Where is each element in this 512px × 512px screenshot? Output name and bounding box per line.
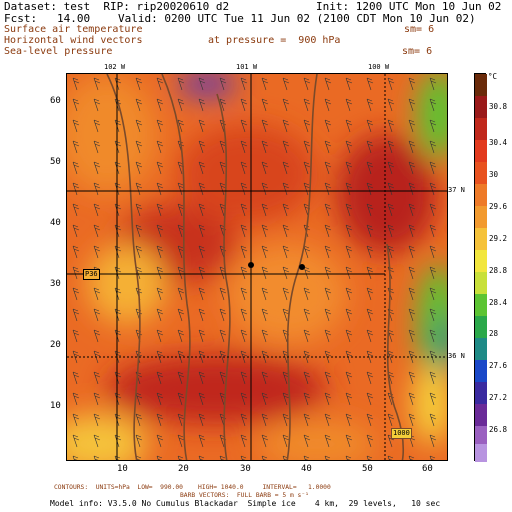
x-tick-50: 50	[362, 464, 373, 474]
field-slp-label: Sea-level pressure	[4, 46, 113, 57]
field-temperature-smoothing: sm= 6	[404, 24, 435, 35]
station-dot	[248, 262, 254, 268]
lat-label-36n: 36 N	[448, 352, 465, 360]
lon-label-102w: 102 W	[104, 63, 126, 71]
station-label: P36	[83, 269, 100, 280]
colorbar-label: 26.8	[489, 425, 508, 434]
y-tick-30: 30	[50, 279, 61, 289]
map-canvas	[67, 74, 447, 460]
x-tick-60: 60	[422, 464, 433, 474]
field-wind-label: Horizontal wind vectors	[4, 35, 143, 46]
isobar-label: 1000	[391, 428, 412, 439]
lat-label-37n: 37 N	[448, 186, 465, 194]
colorbar-label: 28.4	[489, 298, 508, 307]
lon-label-100w: 100 W	[368, 63, 390, 71]
field-temperature-label: Surface air temperature	[4, 24, 143, 35]
colorbar-label: 27.6	[489, 361, 508, 370]
y-tick-20: 20	[50, 340, 61, 350]
y-tick-10: 10	[50, 401, 61, 411]
station-dot	[299, 264, 305, 270]
lon-label-101w: 101 W	[236, 63, 258, 71]
y-tick-60: 60	[50, 96, 61, 106]
colorbar-label: 30.4	[489, 138, 508, 147]
field-slp-smoothing: sm= 6	[402, 46, 433, 57]
barb-info: BARB VECTORS: FULL BARB = 5 m s⁻¹	[180, 492, 309, 499]
colorbar-label: 28.8	[489, 266, 508, 275]
colorbar-label: 28	[489, 329, 499, 338]
wind-barbs	[67, 74, 447, 460]
x-tick-20: 20	[178, 464, 189, 474]
y-tick-40: 40	[50, 218, 61, 228]
colorbar-label: 29.6	[489, 202, 508, 211]
model-info: Model info: V3.5.0 No Cumulus Blackadar …	[50, 499, 441, 508]
colorbar-label: 30	[489, 170, 499, 179]
temperature-map[interactable]: P36 1000	[66, 73, 448, 461]
field-wind-pressure: at pressure = 900 hPa	[208, 35, 341, 46]
colorbar-gradient	[475, 74, 487, 462]
x-tick-40: 40	[301, 464, 312, 474]
init-time-label: Init: 1200 UTC Mon 10 Jun 02	[316, 0, 502, 13]
colorbar-label: 27.2	[489, 393, 508, 402]
valid-time-label: Valid: 0200 UTC Tue 11 Jun 02 (2100 CDT …	[118, 12, 476, 25]
colorbar-label: 30.8	[489, 102, 508, 111]
colorbar-label: 29.2	[489, 234, 508, 243]
colorbar	[474, 73, 487, 462]
contour-info: CONTOURS: UNITS=hPa LOW= 990.00 HIGH= 10…	[54, 484, 331, 491]
y-tick-50: 50	[50, 157, 61, 167]
dataset-label: Dataset: test RIP: rip20020610 d2	[4, 0, 230, 13]
x-tick-30: 30	[240, 464, 251, 474]
colorbar-unit: °C	[488, 72, 498, 81]
x-tick-10: 10	[117, 464, 128, 474]
forecast-hour-label: Fcst: 14.00	[4, 12, 91, 25]
